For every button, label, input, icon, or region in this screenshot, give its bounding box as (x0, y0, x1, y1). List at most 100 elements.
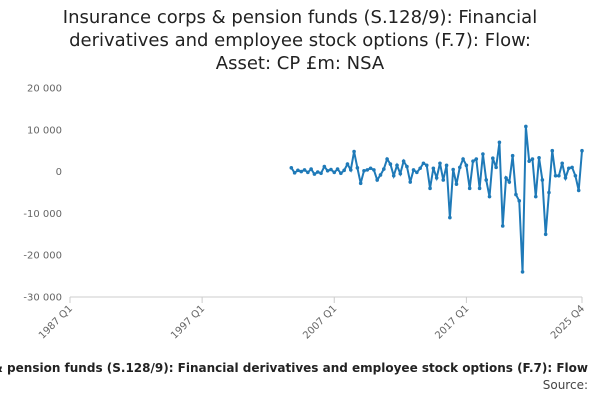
source: Source: (542, 378, 588, 392)
data-point (434, 176, 439, 180)
data-point (566, 166, 571, 171)
data-point (500, 224, 505, 228)
x-tick-label: 1987 Q1 (37, 303, 75, 341)
data-point (441, 178, 446, 182)
data-point (398, 171, 403, 176)
data-point (352, 149, 356, 154)
data-point (464, 163, 469, 168)
data-point (431, 166, 436, 171)
data-point (299, 169, 304, 174)
data-point (339, 171, 343, 176)
data-point (448, 215, 452, 220)
data-point (438, 161, 442, 166)
data-point (368, 166, 373, 171)
data-point (454, 182, 459, 186)
data-point (391, 173, 396, 178)
data-point (491, 156, 495, 161)
data-point (306, 170, 310, 175)
data-point (401, 159, 406, 163)
data-point (444, 163, 449, 168)
data-point (553, 173, 558, 178)
data-point (375, 178, 380, 182)
y-tick-label: -20 000 (23, 251, 62, 262)
data-point (296, 168, 300, 173)
data-point (457, 165, 462, 170)
data-point (481, 152, 485, 156)
data-point (557, 173, 561, 178)
data-point (355, 166, 360, 170)
data-point (570, 165, 574, 170)
data-point (312, 172, 317, 176)
chart-title: Insurance corps & pension funds (S.128/9… (62, 7, 538, 74)
data-point (289, 166, 294, 170)
data-point (517, 199, 522, 203)
data-point (550, 148, 555, 153)
data-point (329, 167, 333, 172)
data-point (540, 178, 545, 182)
data-point (365, 168, 370, 172)
data-point (292, 171, 297, 175)
footer: & pension funds (S.128/9): Financial der… (0, 361, 588, 375)
data-point (560, 161, 564, 166)
data-point (428, 186, 432, 191)
data-point (325, 168, 330, 173)
data-point (484, 178, 489, 182)
data-point (358, 181, 363, 186)
data-point (408, 180, 413, 184)
y-tick-label: -30 000 (23, 293, 62, 304)
data-point (467, 186, 472, 191)
data-point (332, 170, 337, 175)
data-point (524, 124, 528, 129)
x-tick-label: 2007 Q1 (301, 303, 339, 341)
data-point (563, 176, 568, 180)
data-point (342, 168, 346, 173)
data-point (533, 194, 538, 199)
y-tick-label: 0 (56, 167, 62, 178)
data-point (471, 159, 475, 163)
data-point (451, 167, 455, 172)
data-point (322, 164, 327, 169)
data-point (527, 159, 531, 163)
series-line (290, 126, 583, 272)
data-point (573, 173, 578, 178)
data-point (319, 171, 323, 176)
data-point (388, 162, 393, 166)
data-point (335, 167, 340, 171)
data-point (415, 170, 419, 175)
data-point (507, 180, 512, 184)
data-point (421, 161, 426, 166)
data-point (547, 190, 551, 195)
data-point (302, 168, 307, 172)
y-tick-label: 20 000 (27, 84, 62, 95)
data-point (395, 163, 399, 168)
data-point (418, 166, 422, 171)
data-point (520, 270, 525, 274)
data-point (474, 157, 479, 161)
data-point (580, 148, 584, 153)
data-point (372, 168, 376, 172)
data-point (411, 168, 416, 172)
data-point (477, 186, 482, 191)
data-point (382, 167, 386, 171)
data-point (537, 156, 541, 160)
chart: -30 000 -20 000 -10 000 0 10 000 20 000 1987 Q… (23, 84, 587, 342)
data-point (424, 163, 429, 168)
data-point (510, 153, 515, 158)
data-point (576, 188, 581, 193)
data-point (348, 168, 353, 172)
data-point (378, 173, 383, 177)
data-point (309, 167, 313, 171)
x-tick-label: 1997 Q1 (169, 303, 207, 341)
y-tick-label: -10 000 (23, 209, 62, 220)
data-point (315, 170, 320, 174)
data-point (405, 164, 409, 169)
x-tick-label: 2017 Q1 (433, 303, 471, 341)
data-point (362, 168, 366, 173)
data-point (497, 140, 502, 145)
data-point (514, 192, 518, 197)
data-point (385, 157, 389, 161)
data-point (504, 176, 508, 180)
data-point (461, 157, 465, 161)
data-point (345, 162, 350, 166)
